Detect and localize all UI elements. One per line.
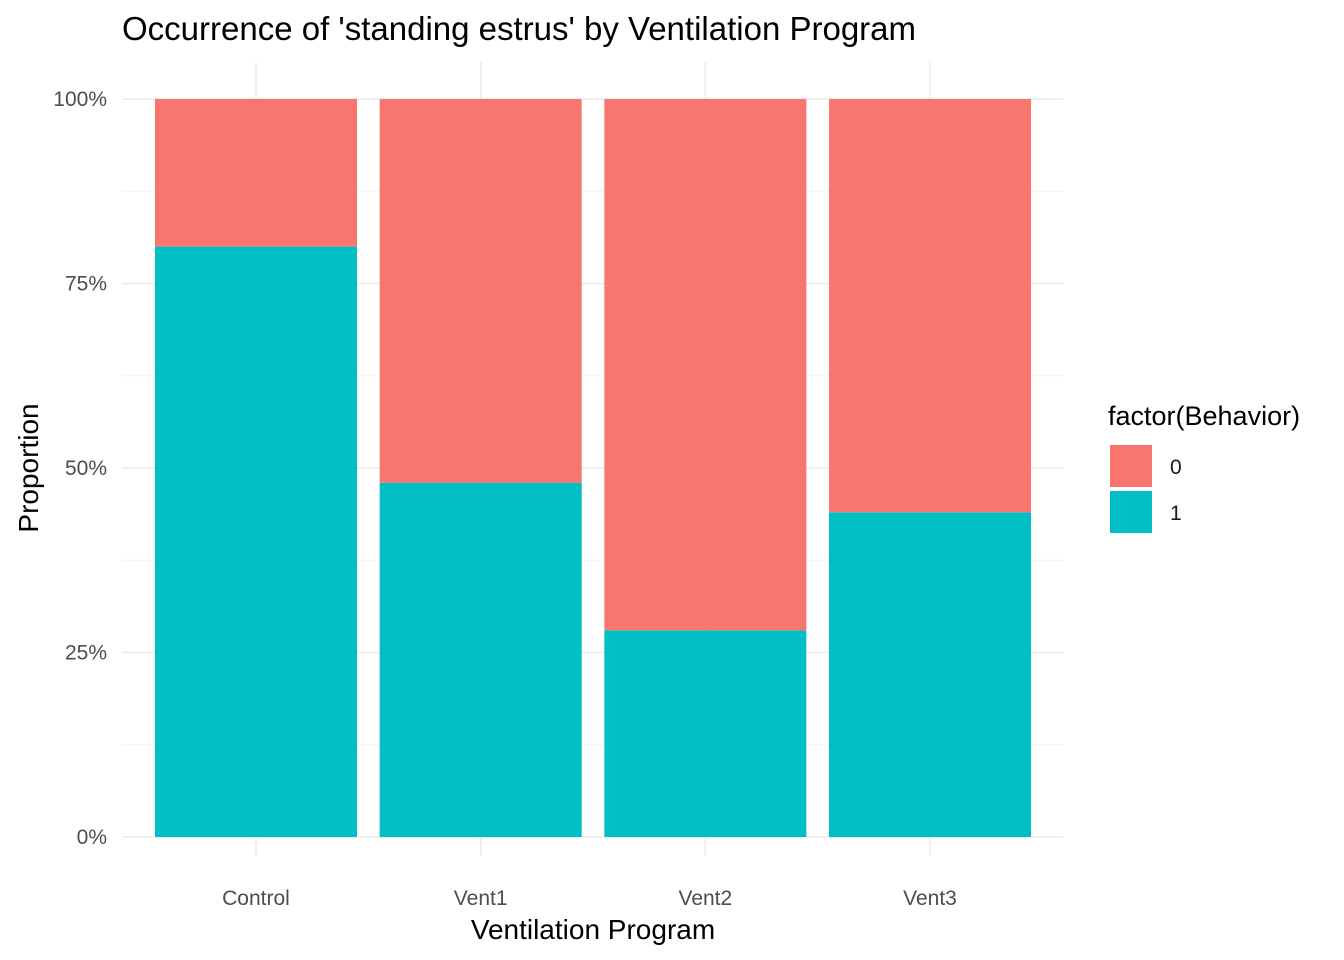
bar-vent3-behavior-1 [829,512,1032,837]
y-tick-label: 75% [65,273,107,296]
bar-vent3-behavior-0 [829,99,1032,513]
bar-vent1-behavior-1 [379,482,582,837]
bar-control-behavior-0 [155,99,357,247]
bar-vent1-behavior-0 [379,99,582,483]
legend-title: factor(Behavior) [1108,401,1300,431]
y-tick-label: 0% [77,826,107,849]
y-tick-label: 50% [65,457,107,480]
x-tick-label: Vent3 [903,887,957,910]
bar-vent2-behavior-0 [604,99,807,631]
x-tick-label: Vent1 [454,887,508,910]
legend-key-0 [1110,445,1152,487]
chart-title: Occurrence of 'standing estrus' by Venti… [122,10,916,47]
y-axis-title: Proportion [13,403,44,532]
y-tick-label: 25% [65,642,107,665]
legend-key-1 [1110,491,1152,533]
x-axis-ticks: Control Vent1 Vent2 Vent3 [222,887,957,910]
y-tick-label: 100% [53,88,107,111]
bar-control-behavior-1 [155,246,357,838]
x-axis-title: Ventilation Program [471,914,715,945]
x-tick-label: Control [222,887,290,910]
x-tick-label: Vent2 [678,887,732,910]
y-axis-ticks: 0% 25% 50% 75% 100% [53,88,107,849]
bars [155,99,1032,838]
bar-vent2-behavior-1 [604,630,807,837]
legend-label-0: 0 [1170,456,1182,479]
legend: factor(Behavior) 0 1 [1108,401,1300,533]
legend-label-1: 1 [1170,502,1182,525]
